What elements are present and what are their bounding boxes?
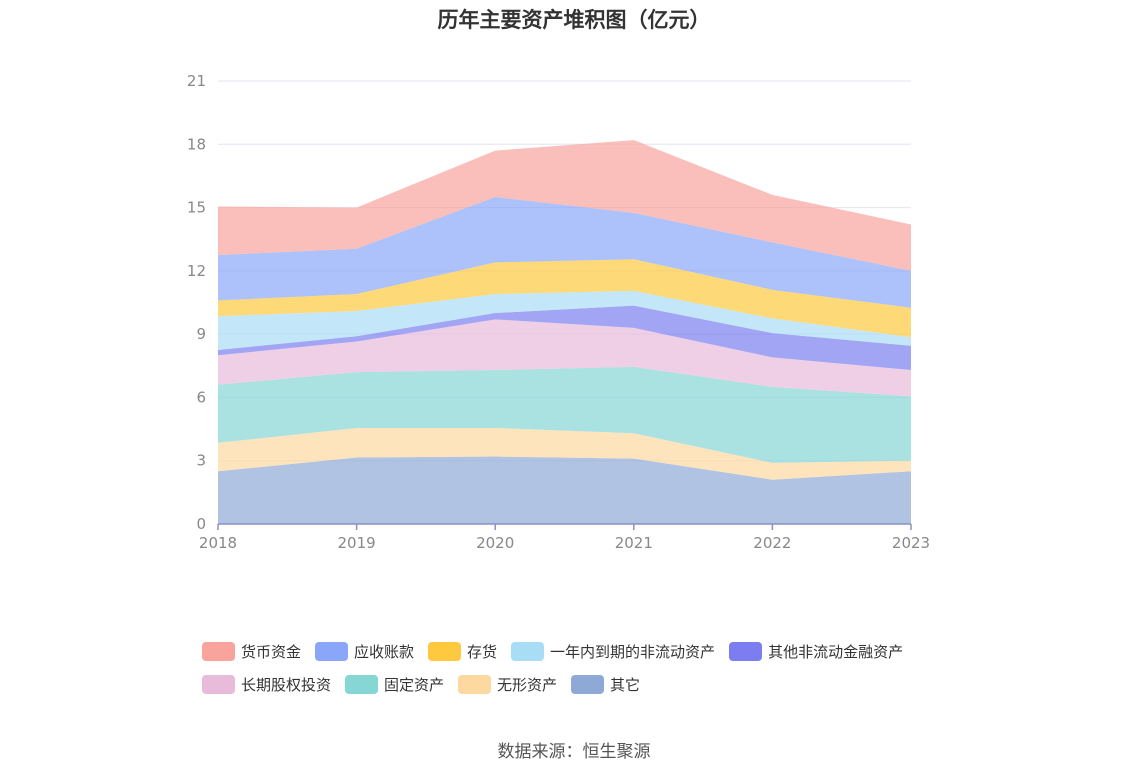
area-series [218,290,911,350]
area-series [218,197,911,308]
area-series [218,140,911,271]
y-tick-label: 15 [187,199,206,217]
legend-swatch [511,641,545,661]
legend-item-fixed-assets[interactable]: 固定资产 [345,674,444,695]
legend-label: 其它 [610,675,641,694]
stacked-area-chart: 0 3 6 9 12 15 18 21 2018 2019 2020 2021 2022 2023 [187,72,930,552]
legend-swatch [428,641,462,661]
y-tick-label: 3 [196,452,206,470]
y-tick-label: 12 [187,262,206,280]
area-series [218,305,911,371]
x-tick-label: 2019 [338,534,376,552]
legend-label: 无形资产 [497,675,558,694]
legend-swatch [202,641,235,661]
x-tick-label: 2022 [753,534,791,552]
x-tick-label: 2020 [476,534,514,552]
legend-label: 长期股权投资 [241,675,332,694]
legend-label: 应收账款 [354,642,415,661]
legend-swatch [729,641,763,661]
legend-item-other[interactable]: 其它 [571,674,640,695]
area-series [218,319,911,397]
y-tick-label: 0 [196,515,206,533]
legend-label: 其他非流动金融资产 [768,642,904,661]
legend-label: 一年内到期的非流动资产 [550,642,716,661]
area-series [218,259,911,338]
y-tick-label: 9 [196,325,206,343]
legend: 货币资金 应收账款 存货 一年内到期的非流动资产 其他非流动金融资产 长期股权投… [202,640,1002,706]
y-tick-label: 21 [187,72,206,90]
legend-item-intangible[interactable]: 无形资产 [458,674,557,695]
legend-swatch [345,674,379,694]
legend-label: 存货 [467,642,498,661]
area-series [218,366,911,463]
y-tick-label: 18 [187,135,206,153]
x-tick-label: 2018 [199,534,237,552]
legend-item-current-noncurrent[interactable]: 一年内到期的非流动资产 [511,641,715,662]
legend-item-other-financial[interactable]: 其他非流动金融资产 [729,641,903,662]
legend-swatch [202,674,235,694]
area-series [218,428,911,480]
legend-label: 货币资金 [241,642,302,661]
y-tick-label: 6 [196,388,206,406]
chart-title: 历年主要资产堆积图（亿元） [437,8,711,32]
legend-label: 固定资产 [384,675,445,694]
legend-item-inventory[interactable]: 存货 [428,641,497,662]
legend-swatch [315,641,349,661]
legend-swatch [458,674,492,694]
legend-item-equity-investment[interactable]: 长期股权投资 [202,674,331,695]
data-source: 数据来源：恒生聚源 [497,742,651,762]
legend-row: 货币资金 应收账款 存货 一年内到期的非流动资产 其他非流动金融资产 [202,640,1002,662]
legend-item-receivables[interactable]: 应收账款 [315,641,414,662]
x-tick-label: 2023 [892,534,930,552]
legend-swatch [571,674,605,694]
legend-item-cash[interactable]: 货币资金 [202,641,301,662]
legend-row: 长期股权投资 固定资产 无形资产 其它 [202,673,1002,695]
x-tick-label: 2021 [615,534,653,552]
area-series [218,456,911,524]
